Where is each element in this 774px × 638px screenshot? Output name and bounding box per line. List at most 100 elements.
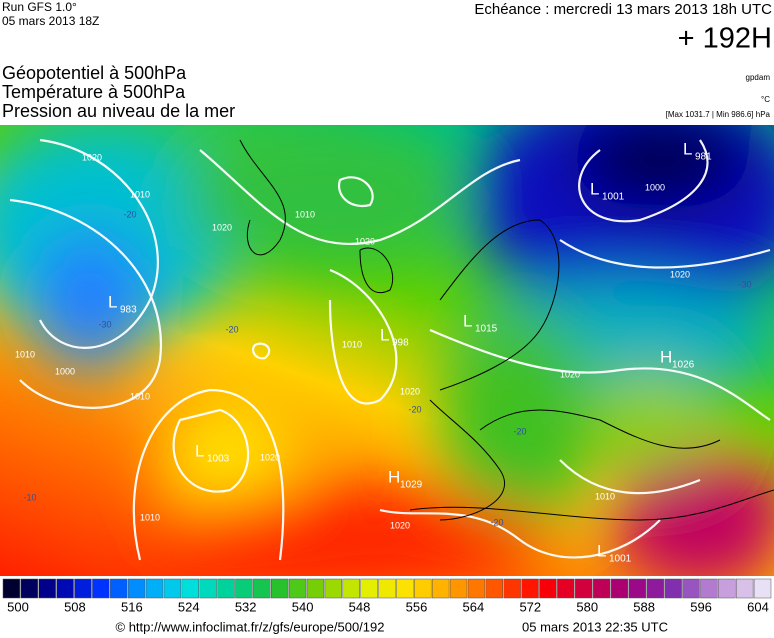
center-value: 983 — [120, 305, 137, 316]
lead-time: + 192H — [678, 23, 772, 55]
colorbar-swatch — [610, 578, 629, 599]
isobar-label: 1020 — [82, 152, 102, 162]
colorbar-swatch — [628, 578, 647, 599]
isobar-label: 1020 — [355, 236, 375, 246]
colorbar-swatch — [92, 578, 110, 599]
unit: [Max 1031.7 | Min 986.6] hPa — [666, 110, 771, 119]
unit: °C — [761, 95, 770, 104]
temperature-label: -30 — [98, 319, 111, 329]
colorbar-swatch — [753, 578, 772, 599]
isobar-label: 1010 — [595, 491, 615, 501]
colorbar-swatch — [449, 578, 468, 599]
colorbar-tick: 548 — [349, 599, 371, 614]
colorbar-swatch — [2, 578, 21, 599]
colorbar-swatch — [467, 578, 486, 599]
center-value: 1003 — [207, 454, 230, 465]
colorbar-tick: 516 — [121, 599, 143, 614]
colorbar-tick: 556 — [406, 599, 428, 614]
colorbar-swatch — [592, 578, 611, 599]
colorbar-swatch — [396, 578, 414, 599]
source: © http://www.infoclimat.fr/z/gfs/europe/… — [116, 619, 385, 634]
colorbar-swatch — [127, 578, 146, 599]
colorbar-swatch — [199, 578, 217, 599]
colorbar-tick: 540 — [292, 599, 314, 614]
colorbar-swatch — [682, 578, 700, 599]
colorbar-swatch — [664, 578, 682, 599]
title: Température à 500hPa — [2, 82, 186, 102]
center-type: L — [463, 311, 472, 330]
colorbar-swatch — [253, 578, 271, 599]
colorbar-swatch — [74, 578, 92, 599]
center-value: 1001 — [602, 192, 625, 203]
colorbar-tick: 580 — [576, 599, 598, 614]
colorbar-swatch — [503, 578, 521, 599]
timestamp: 05 mars 2013 22:35 UTC — [522, 619, 668, 634]
title: Géopotentiel à 500hPa — [2, 63, 187, 83]
center-value: 1029 — [400, 480, 423, 491]
isobar-label: 1020 — [260, 452, 280, 462]
colorbar-swatch — [342, 578, 360, 599]
isobar-label: 1000 — [55, 366, 75, 376]
run-label: Run GFS 1.0° — [2, 0, 77, 14]
center-value: 1026 — [672, 360, 695, 371]
temperature-label: -20 — [408, 404, 421, 414]
colorbar-swatch — [38, 578, 56, 599]
colorbar-swatch — [646, 578, 664, 599]
isobar-label: 1000 — [645, 182, 665, 192]
center-type: L — [590, 179, 599, 198]
colorbar-swatch — [288, 578, 307, 599]
colorbar-swatch — [145, 578, 164, 599]
title: Pression au niveau de la mer — [2, 101, 235, 121]
center-value: 1015 — [475, 324, 498, 335]
colorbar-swatch — [718, 578, 736, 599]
colorbar-swatch — [575, 578, 593, 599]
colorbar-tick: 500 — [7, 599, 29, 614]
colorbar-swatch — [271, 578, 289, 599]
echeance: Echéance : mercredi 13 mars 2013 18h UTC — [474, 1, 772, 18]
colorbar-swatch — [557, 578, 575, 599]
isobar-label: 1010 — [342, 339, 362, 349]
colorbar-swatch — [431, 578, 450, 599]
isobar-label: 1020 — [400, 386, 420, 396]
colorbar-tick: 532 — [235, 599, 257, 614]
isobar-label: 1010 — [295, 209, 315, 219]
isobar-label: 1010 — [130, 189, 150, 199]
temperature-label: -20 — [225, 324, 238, 334]
unit: gpdam — [746, 73, 771, 82]
field — [0, 125, 774, 576]
temperature-label: -30 — [738, 279, 751, 289]
colorbar-swatch — [735, 578, 754, 599]
colorbar-swatch — [20, 578, 39, 599]
colorbar-tick: 572 — [519, 599, 541, 614]
colorbar-swatch — [110, 578, 128, 599]
colorbar-swatch — [539, 578, 557, 599]
colorbar-tick: 508 — [64, 599, 86, 614]
colorbar-swatch — [485, 578, 503, 599]
center-value: 1001 — [609, 554, 632, 565]
colorbar-swatch — [360, 578, 378, 599]
colorbar-swatch — [306, 578, 325, 599]
temperature-label: -20 — [490, 517, 503, 527]
colorbar-swatch — [56, 578, 74, 599]
run-date: 05 mars 2013 18Z — [2, 14, 99, 28]
colorbar-swatch — [700, 578, 718, 599]
colorbar-tick: 524 — [178, 599, 200, 614]
center-type: L — [195, 441, 204, 460]
temperature-label: -20 — [123, 209, 136, 219]
colorbar-swatch — [163, 578, 182, 599]
colorbar-tick: 588 — [633, 599, 655, 614]
isobar-label: 1020 — [670, 269, 690, 279]
temperature-label: -10 — [23, 492, 36, 502]
center-type: L — [683, 139, 692, 158]
center-type: H — [660, 347, 672, 366]
colorbar-swatch — [217, 578, 235, 599]
center-value: 981 — [695, 152, 712, 163]
colorbar-swatch — [521, 578, 539, 599]
colorbar-swatch — [378, 578, 396, 599]
colorbar-swatch — [414, 578, 432, 599]
center-type: L — [380, 325, 389, 344]
center-value: 998 — [392, 338, 409, 349]
colorbar-tick: 564 — [463, 599, 485, 614]
